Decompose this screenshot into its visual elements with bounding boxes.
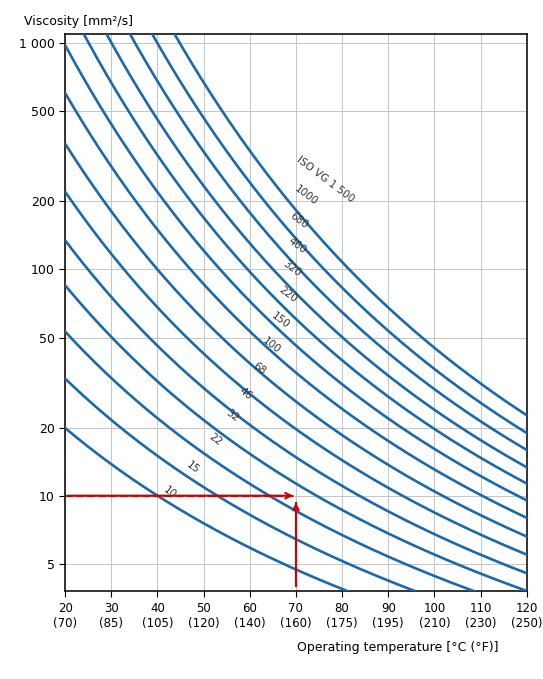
Text: 320: 320 xyxy=(281,259,303,279)
Text: 22: 22 xyxy=(207,431,224,447)
Text: 40
(105): 40 (105) xyxy=(142,602,173,630)
Text: 120
(250): 120 (250) xyxy=(511,602,542,630)
Text: 220: 220 xyxy=(277,285,299,305)
Text: 100: 100 xyxy=(261,335,282,355)
Text: Operating temperature [°C (°F)]: Operating temperature [°C (°F)] xyxy=(296,641,498,654)
Text: 10: 10 xyxy=(161,484,178,500)
Text: 90
(195): 90 (195) xyxy=(372,602,404,630)
Text: 460: 460 xyxy=(286,236,308,256)
Text: 30
(85): 30 (85) xyxy=(99,602,123,630)
Text: ISO VG 1 500: ISO VG 1 500 xyxy=(295,154,356,204)
Text: 110
(230): 110 (230) xyxy=(465,602,496,630)
Text: 50
(120): 50 (120) xyxy=(188,602,219,630)
Text: 20
(70): 20 (70) xyxy=(53,602,77,630)
Text: 680: 680 xyxy=(288,210,310,230)
Text: 15: 15 xyxy=(185,460,201,476)
Text: Viscosity [mm²/s]: Viscosity [mm²/s] xyxy=(23,16,132,29)
Text: 46: 46 xyxy=(237,386,254,401)
Text: 100
(210): 100 (210) xyxy=(419,602,450,630)
Text: 32: 32 xyxy=(224,408,241,424)
Text: 80
(175): 80 (175) xyxy=(326,602,358,630)
Text: 70
(160): 70 (160) xyxy=(280,602,312,630)
Text: 1000: 1000 xyxy=(293,184,320,207)
Text: 150: 150 xyxy=(270,311,292,331)
Text: 60
(140): 60 (140) xyxy=(234,602,266,630)
Text: 68: 68 xyxy=(251,361,268,377)
